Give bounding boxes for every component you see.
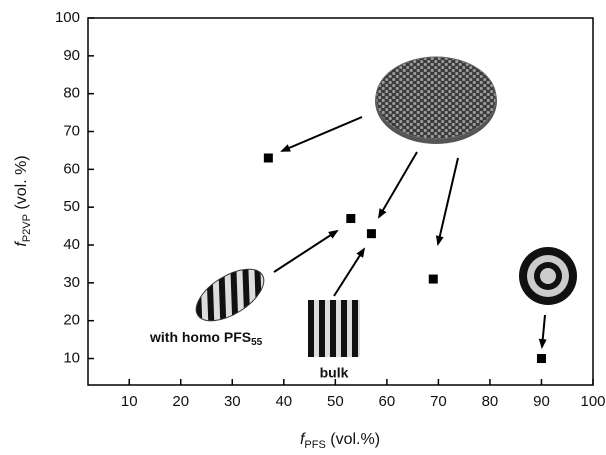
y-tick-label: 40: [63, 236, 80, 253]
arrow: [280, 116, 363, 152]
x-tick-label: 40: [275, 393, 292, 410]
y-label-rest: (vol. %): [13, 155, 30, 214]
plot-frame: [87, 17, 594, 386]
x-label-symbol: f: [300, 431, 306, 448]
x-tick-label: 30: [224, 393, 241, 410]
y-label-sub: P2VP: [21, 214, 33, 242]
x-tick-label: 60: [379, 393, 396, 410]
arrow: [538, 314, 547, 349]
arrow: [435, 157, 459, 246]
y-axis-label: fP2VP (vol. %): [13, 155, 33, 246]
x-tick-label: 50: [327, 393, 344, 410]
annotation-text: with homo PFS: [149, 329, 251, 345]
arrow: [377, 151, 418, 219]
annotation-sub: 55: [251, 337, 263, 348]
y-tick-label: 50: [63, 198, 80, 215]
y-tick-label: 100: [55, 9, 80, 26]
x-tick-label: 100: [580, 393, 605, 410]
x-label-rest: (vol.%): [326, 431, 380, 448]
annotation: with homo PFS55: [149, 329, 263, 348]
y-tick-label: 20: [63, 312, 80, 329]
x-label-sub: PFS: [304, 439, 325, 451]
y-label-symbol: f: [13, 241, 30, 247]
lamellae-icon: [308, 300, 360, 357]
annotation: bulk: [320, 365, 349, 381]
concentric-icon: [519, 247, 577, 305]
x-tick-label: 80: [482, 393, 499, 410]
x-tick-label: 10: [121, 393, 138, 410]
data-point: [263, 153, 273, 163]
arrow: [273, 229, 339, 273]
x-axis-label: fPFS (vol.%): [300, 431, 380, 451]
arrow: [333, 247, 366, 297]
y-tick-label: 80: [63, 85, 80, 102]
data-point: [536, 354, 546, 364]
x-tick-label: 20: [172, 393, 189, 410]
x-tick-label: 70: [430, 393, 447, 410]
y-tick-label: 10: [63, 349, 80, 366]
data-point: [428, 274, 438, 284]
y-tick-label: 60: [63, 160, 80, 177]
hexagonal-disc: [375, 56, 497, 140]
y-tick-label: 70: [63, 122, 80, 139]
x-tick-label: 90: [533, 393, 550, 410]
data-point: [366, 229, 376, 239]
data-point: [346, 214, 356, 224]
striped-ellipse: [195, 268, 265, 322]
y-tick-label: 90: [63, 47, 80, 64]
y-tick-label: 30: [63, 274, 80, 291]
